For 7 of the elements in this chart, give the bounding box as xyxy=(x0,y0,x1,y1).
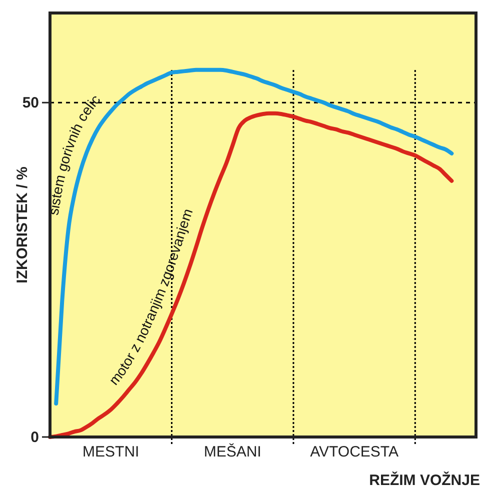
x-tick-label: AVTOCESTA xyxy=(310,444,398,461)
y-axis-title: IZKORISTEK / % xyxy=(14,166,31,284)
x-tick-label: MESTNI xyxy=(82,444,140,461)
x-axis-title: REŽIM VOŽNJE xyxy=(369,471,480,488)
x-tick-label: MEŠANI xyxy=(204,442,262,461)
y-tick-label: 50 xyxy=(22,94,39,112)
y-tick-label: 0 xyxy=(30,428,39,446)
